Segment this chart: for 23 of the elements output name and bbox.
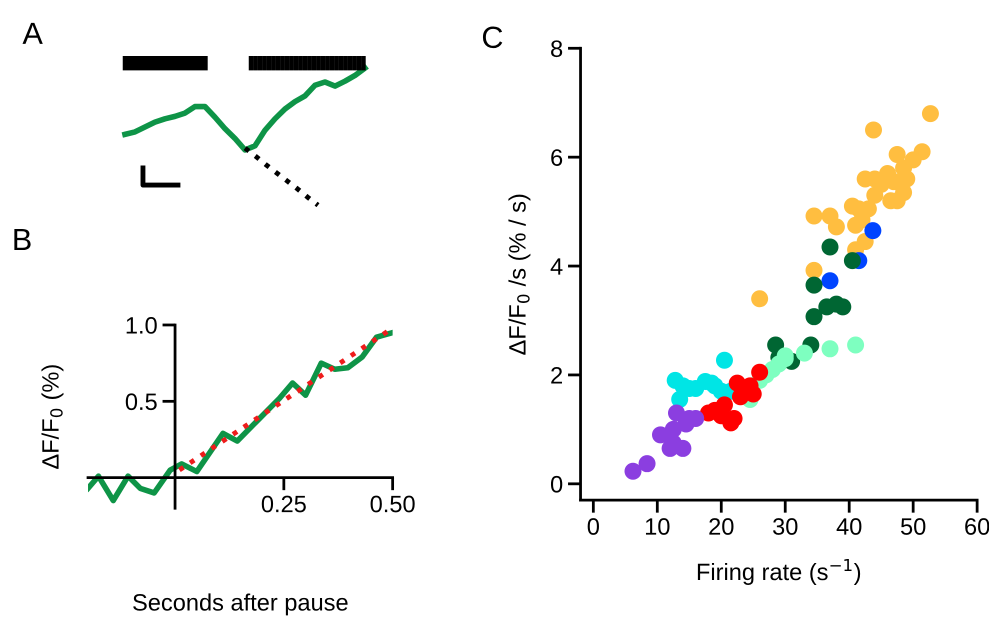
- chart-title: C: [482, 26, 502, 48]
- x-tick-label: 0: [588, 518, 599, 535]
- y-tick-label: 1.0: [126, 317, 157, 334]
- x-tick-label: 30: [773, 518, 798, 535]
- x-tick-label: 20: [709, 518, 734, 535]
- chart-title: A: [22, 22, 43, 44]
- y-tick-label: 0.5: [126, 393, 157, 410]
- x-tick-label: 50: [900, 518, 926, 535]
- y-tick-label: 4: [550, 258, 562, 275]
- y-tick-label: 2: [551, 367, 562, 384]
- y-axis-title: ΔF/F$_{0}$ (%): [41, 365, 64, 469]
- x-axis-title: Firing rate (s$^{−1}$): [698, 558, 860, 585]
- x-tick-label: 0.25: [262, 496, 306, 512]
- x-tick-label: 10: [646, 518, 670, 535]
- x-tick-label: 40: [836, 518, 862, 535]
- y-tick-label: 0: [550, 476, 562, 493]
- y-axis-title: ΔF/F$_{0}$ /s (% / s): [508, 194, 530, 355]
- x-axis-title: Seconds after pause: [133, 593, 348, 616]
- y-tick-label: 8: [551, 40, 562, 58]
- x-tick-label: 0.50: [370, 496, 415, 512]
- y-tick-label: 6: [551, 149, 562, 166]
- x-tick-label: 60: [965, 518, 989, 535]
- chart-title: B: [14, 228, 31, 250]
